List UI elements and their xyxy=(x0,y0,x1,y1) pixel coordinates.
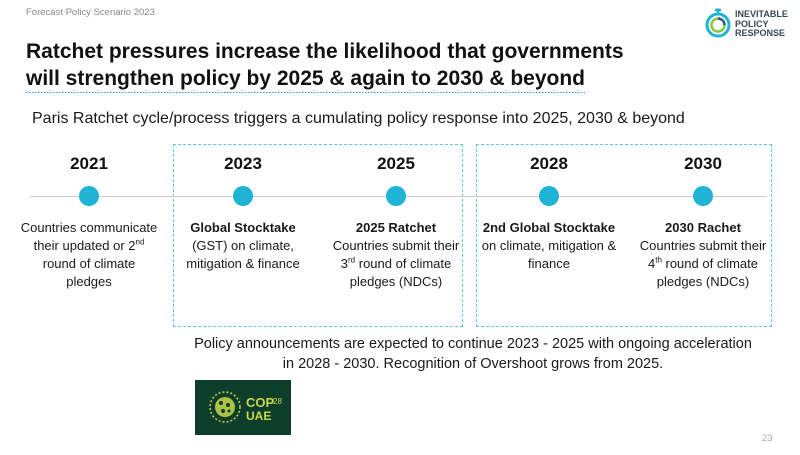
desc-2021-sup: nd xyxy=(135,237,145,247)
footer-note-line-2: in 2028 - 2030. Recognition of Overshoot… xyxy=(282,356,664,372)
desc-2025-heading: 2025 Ratchet xyxy=(355,220,437,235)
year-2023: 2023 xyxy=(224,154,262,173)
desc-2030-body-after: round of climate pledges (NDCs) xyxy=(656,256,758,289)
uae-text: UAE xyxy=(246,409,271,423)
desc-2028-heading: 2nd Global Stocktake xyxy=(482,220,616,235)
desc-2025: 2025 Ratchet Countries submit their 3rd r… xyxy=(326,219,466,291)
desc-2021-body-after: round of climate pledges xyxy=(42,256,136,289)
desc-2021-body: Countries communicate their updated or 2 xyxy=(20,220,158,253)
desc-2023-heading: Global Stocktake xyxy=(190,220,296,235)
slide-title: Ratchet pressures increase the likelihoo… xyxy=(26,38,666,93)
desc-2025-body-after: round of climate pledges (NDCs) xyxy=(349,256,452,289)
stopwatch-icon xyxy=(705,8,731,38)
footer-note-line-1: Policy announcements are expected to con… xyxy=(194,336,752,352)
desc-2023-body: (GST) on climate, mitigation & finance xyxy=(186,238,300,271)
logo-line-1: INEVITABLE xyxy=(735,9,788,19)
desc-2023: Global Stocktake (GST) on climate, mitiga… xyxy=(173,219,313,273)
header-label: Forecast Policy Scenario 2023 xyxy=(26,7,155,18)
timeline-dot-2021 xyxy=(79,186,99,206)
subtitle: Paris Ratchet cycle/process triggers a c… xyxy=(32,110,685,127)
desc-2030-heading: 2030 Rachet xyxy=(665,220,741,235)
page-number: 23 xyxy=(762,433,773,444)
logo-text: INEVITABLE POLICY RESPONSE xyxy=(735,9,788,39)
desc-2030-body: Countries submit their 4 xyxy=(639,238,767,271)
desc-2025-body: Countries submit their 3 xyxy=(332,238,460,271)
desc-2030-sup: th xyxy=(655,255,662,265)
year-2030: 2030 xyxy=(684,154,722,173)
desc-2028-body: on climate, mitigation & finance xyxy=(481,238,617,271)
timeline-dot-2030 xyxy=(693,186,713,206)
cop28-emblem-icon: COP 28 UAE xyxy=(209,391,282,423)
cop-number-text: 28 xyxy=(273,397,282,406)
dashed-group-2023-2025 xyxy=(173,144,463,327)
year-2025: 2025 xyxy=(377,154,415,173)
dashed-group-2028-2030 xyxy=(476,144,772,327)
title-line-1: Ratchet pressures increase the likelihoo… xyxy=(26,40,624,63)
desc-2030: 2030 Rachet Countries submit their 4th ro… xyxy=(633,219,773,291)
logo-line-2: POLICY xyxy=(735,18,769,29)
timeline-dot-2025 xyxy=(386,186,406,206)
year-2021: 2021 xyxy=(70,154,108,173)
timeline-dot-2023 xyxy=(233,186,253,206)
desc-2025-sup: rd xyxy=(348,255,356,265)
logo-line-3: RESPONSE xyxy=(735,28,786,38)
desc-2021: Countries communicate their updated or 2… xyxy=(19,219,159,291)
year-2028: 2028 xyxy=(530,154,568,173)
timeline-dot-2028 xyxy=(539,186,559,206)
ipr-logo: INEVITABLE POLICY RESPONSE xyxy=(704,8,794,38)
cop28-uae-logo: COP 28 UAE xyxy=(195,380,291,435)
footer-note: Policy announcements are expected to con… xyxy=(160,334,786,374)
desc-2028: 2nd Global Stocktake on climate, mitigati… xyxy=(474,219,624,273)
cop-text: COP xyxy=(246,395,275,410)
title-line-2: will strengthen policy by 2025 & again t… xyxy=(26,65,585,93)
